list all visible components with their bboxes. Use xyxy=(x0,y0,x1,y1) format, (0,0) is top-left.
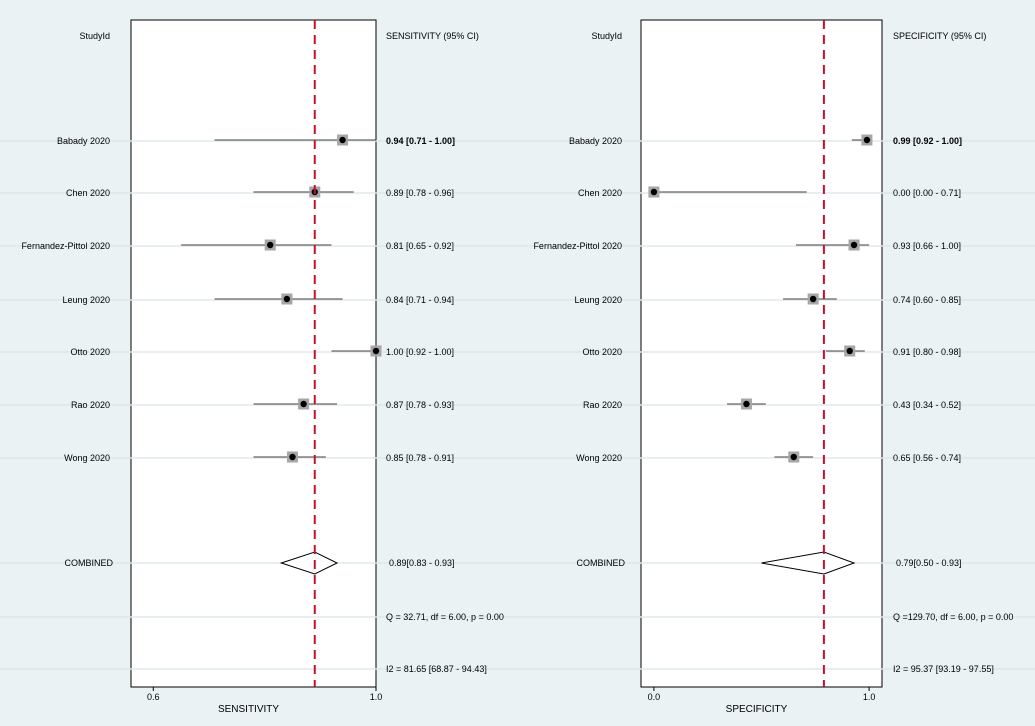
study-point-estimate xyxy=(289,453,296,461)
study-point-estimate xyxy=(846,347,853,355)
study-estimate-text: 0.94 [0.71 - 1.00] xyxy=(386,136,455,146)
study-estimate-text: 1.00 [0.92 - 1.00] xyxy=(386,347,454,357)
x-tick-label: 1.0 xyxy=(370,692,383,702)
study-label: Rao 2020 xyxy=(71,400,110,410)
study-point-estimate xyxy=(372,347,380,355)
study-point-estimate xyxy=(267,241,274,249)
x-tick-label: 1.0 xyxy=(863,692,876,702)
heterogeneity-i2-text: I2 = 81.65 [68.87 - 94.43] xyxy=(386,664,487,674)
study-estimate-text: 0.81 [0.65 - 0.92] xyxy=(386,241,454,251)
study-estimate-text: 0.84 [0.71 - 0.94] xyxy=(386,295,454,305)
study-label: Babady 2020 xyxy=(569,136,622,146)
study-label: Wong 2020 xyxy=(64,453,110,463)
heterogeneity-i2-text: I2 = 95.37 [93.19 - 97.55] xyxy=(893,664,994,674)
x-axis-label: SPECIFICITY xyxy=(726,704,788,715)
estimate-column-header: SENSITIVITY (95% CI) xyxy=(386,31,479,41)
study-point-estimate xyxy=(300,400,307,408)
heterogeneity-q-text: Q = 32.71, df = 6.00, p = 0.00 xyxy=(386,612,504,622)
combined-estimate-text: 0.79[0.50 - 0.93] xyxy=(896,558,962,568)
plot-area xyxy=(130,19,377,688)
study-estimate-text: 0.87 [0.78 - 0.93] xyxy=(386,400,454,410)
combined-label: COMBINED xyxy=(576,558,625,568)
study-point-estimate xyxy=(650,188,658,196)
forest-panel-specificity: StudyId SPECIFICITY (95% CI) Babady 2020 0.… xyxy=(512,19,1035,715)
study-label: Otto 2020 xyxy=(582,347,622,357)
x-tick-label: 0.0 xyxy=(648,692,661,702)
combined-diamond xyxy=(761,551,856,575)
study-label: Babady 2020 xyxy=(57,136,110,146)
study-point-estimate xyxy=(283,295,291,303)
study-estimate-text: 0.43 [0.34 - 0.52] xyxy=(893,400,961,410)
study-estimate-text: 0.99 [0.92 - 1.00] xyxy=(893,136,962,146)
study-estimate-text: 0.00 [0.00 - 0.71] xyxy=(893,188,961,198)
x-axis-label: SENSITIVITY xyxy=(218,704,279,715)
study-label: Otto 2020 xyxy=(70,347,110,357)
estimate-column-header: SPECIFICITY (95% CI) xyxy=(893,31,986,41)
study-id-header: StudyId xyxy=(591,31,622,41)
plot-area xyxy=(640,19,883,688)
combined-label: COMBINED xyxy=(64,558,113,568)
study-point-estimate xyxy=(790,453,797,461)
study-label: Leung 2020 xyxy=(574,295,622,305)
study-label: Leung 2020 xyxy=(62,295,110,305)
study-point-estimate xyxy=(339,136,346,144)
combined-estimate-text: 0.89[0.83 - 0.93] xyxy=(389,558,455,568)
study-point-estimate xyxy=(809,295,817,303)
forest-panel-sensitivity: StudyId SENSITIVITY (95% CI) Babady 2020 0.… xyxy=(0,19,512,715)
study-estimate-text: 0.65 [0.56 - 0.74] xyxy=(893,453,961,463)
study-estimate-text: 0.85 [0.78 - 0.91] xyxy=(386,453,454,463)
study-label: Fernandez-Pittol 2020 xyxy=(21,241,110,251)
study-id-header: StudyId xyxy=(79,31,110,41)
study-estimate-text: 0.89 [0.78 - 0.96] xyxy=(386,188,454,198)
study-estimate-text: 0.74 [0.60 - 0.85] xyxy=(893,295,961,305)
study-point-estimate xyxy=(743,400,750,408)
study-estimate-text: 0.93 [0.66 - 1.00] xyxy=(893,241,961,251)
study-label: Chen 2020 xyxy=(578,188,622,198)
study-label: Wong 2020 xyxy=(576,453,622,463)
study-label: Rao 2020 xyxy=(583,400,622,410)
combined-diamond xyxy=(279,551,339,575)
study-label: Fernandez-Pittol 2020 xyxy=(533,241,622,251)
x-tick-label: 0.6 xyxy=(147,692,160,702)
study-point-estimate xyxy=(850,241,858,249)
study-label: Chen 2020 xyxy=(66,188,110,198)
study-estimate-text: 0.91 [0.80 - 0.98] xyxy=(893,347,961,357)
study-point-estimate xyxy=(863,136,871,144)
heterogeneity-q-text: Q =129.70, df = 6.00, p = 0.00 xyxy=(893,612,1013,622)
